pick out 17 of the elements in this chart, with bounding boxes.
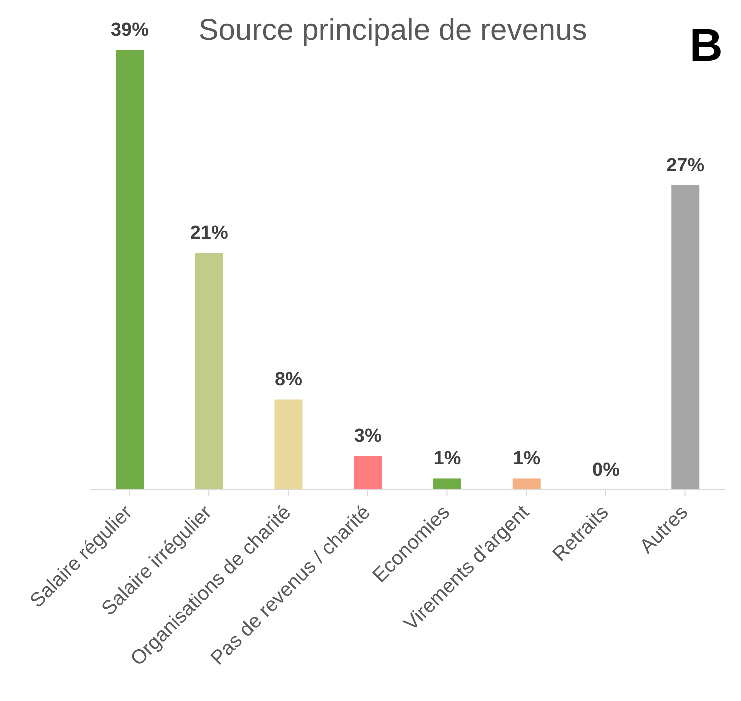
data-label: 1% — [434, 448, 462, 470]
data-label: 39% — [110, 20, 150, 41]
data-label: 8% — [275, 370, 303, 391]
data-label: 1% — [513, 448, 541, 470]
data-label: 27% — [666, 155, 705, 176]
bar — [195, 253, 224, 490]
bar — [434, 478, 462, 490]
data-label: 0% — [592, 460, 620, 481]
annotation: B — [690, 18, 723, 72]
bar — [672, 185, 700, 490]
data-label: 3% — [354, 426, 382, 448]
bar — [274, 400, 303, 490]
chart-title: Source principale de revenus — [198, 14, 588, 47]
bar — [116, 50, 144, 490]
bar — [512, 478, 541, 490]
bar — [354, 456, 382, 490]
data-label: 21% — [190, 223, 228, 244]
